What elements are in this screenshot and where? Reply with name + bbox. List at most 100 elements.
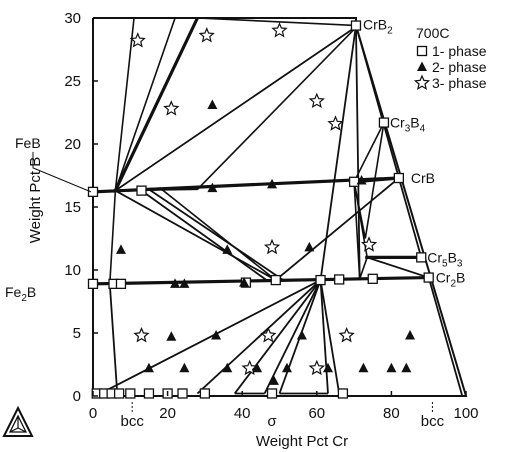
legend-entry: 3- phase [432,75,487,91]
tie-line [263,279,322,394]
two-phase-point [252,362,263,373]
x-tick-label: 0 [89,405,97,422]
phase-label-crb: CrB [411,170,435,186]
tie-line [108,283,119,394]
one-phase-point [143,388,155,399]
phase-label-cr3b4: Cr3B4 [390,115,426,135]
one-phase-point [199,388,211,399]
two-phase-point [405,330,416,340]
one-phase-point [393,172,405,184]
tie-triangle [113,17,361,193]
three-phase-point [360,236,378,252]
two-phase-point [356,175,367,185]
x-tick-label: 60 [308,405,325,422]
three-phase-point [163,100,180,116]
tie-line [427,277,464,397]
one-phase-point [177,388,188,399]
three-phase-point [308,92,326,109]
two-phase-point [267,178,278,189]
tie-line [355,25,400,179]
phase-label-cr5b3: Cr5B3 [427,249,463,269]
tie-line [140,189,269,283]
three-phase-point [198,27,215,43]
legend-marker [417,61,427,71]
three-phase-point [308,359,325,376]
one-phase-point [350,20,362,31]
phase-label-crb2: CrB2 [363,17,393,37]
two-phase-point [115,244,126,254]
one-phase-point [315,274,326,286]
y-tick-label: 15 [64,199,81,216]
phase-label-fe2b: Fe2B [5,284,36,304]
axis-annotation: bcc [421,413,445,430]
y-tick-label: 20 [64,136,81,153]
tie-line [148,188,284,281]
two-phase-point [268,375,279,385]
two-phase-point [207,99,218,109]
two-phase-point [296,330,307,340]
one-phase-point [423,272,434,283]
one-phase-point [125,388,136,399]
one-phase-point [136,185,147,196]
three-phase-point [133,326,150,343]
one-phase-point [367,273,378,284]
one-phase-point [115,278,127,290]
two-phase-point [281,362,292,373]
legend-marker [416,45,428,57]
two-phase-point [211,330,222,340]
tie-line [355,25,361,279]
one-phase-point [270,274,281,286]
two-phase-point [401,362,412,373]
tie-triangle [353,181,368,280]
one-phase-point [348,176,360,187]
tie-line-heavy [92,275,429,286]
phase-label-cr2b: Cr2B [436,270,466,290]
legend-marker [413,74,431,90]
y-tick-label: 30 [64,10,81,27]
tie-triangle [114,17,177,191]
ternary-logo-icon [2,405,34,437]
one-phase-point [87,278,99,290]
x-axis-ticks: 0 20 40 60 80 100 [89,391,479,422]
x-tick-label: 80 [383,405,400,422]
axis-annotation: bcc [120,413,144,430]
two-phase-point [166,331,177,341]
one-phase-point [266,388,278,399]
two-phase-point [170,278,181,288]
tie-line [319,280,329,394]
one-phase-point [87,186,99,198]
three-phase-point [338,326,355,343]
tie-line [319,25,357,281]
tie-triangles [108,17,385,285]
two-phase-point [304,241,315,252]
two-phase-point [143,362,154,373]
tie-line [319,279,341,394]
legend-entry: 2- phase [432,59,487,75]
x-tick-label: 40 [234,405,251,422]
y-tick-label: 0 [73,388,81,405]
three-phase-point [271,22,288,38]
three-phase-point [327,115,344,131]
phase-label-feb: FeB [15,135,41,151]
y-axis-ticks: 0 5 10 15 20 25 30 [64,10,98,405]
y-tick-label: 5 [73,325,81,342]
one-phase-point [334,274,345,285]
three-phase-point [263,238,281,255]
three-phase-point [241,359,258,376]
y-tick-label: 25 [64,73,81,90]
tie-line [100,279,321,395]
axis-annotation: σ [267,413,277,430]
two-phase-point [179,278,190,288]
two-phase-point [207,182,218,193]
two-phase-point [239,277,250,287]
one-phase-point [416,252,427,263]
tie-line [366,256,429,279]
two-phase-point [358,362,369,373]
y-tick-label: 10 [64,262,81,279]
x-tick-label: 20 [159,405,176,422]
tie-line [275,177,400,281]
tie-line [397,177,423,258]
feb-leader-line [32,151,92,193]
